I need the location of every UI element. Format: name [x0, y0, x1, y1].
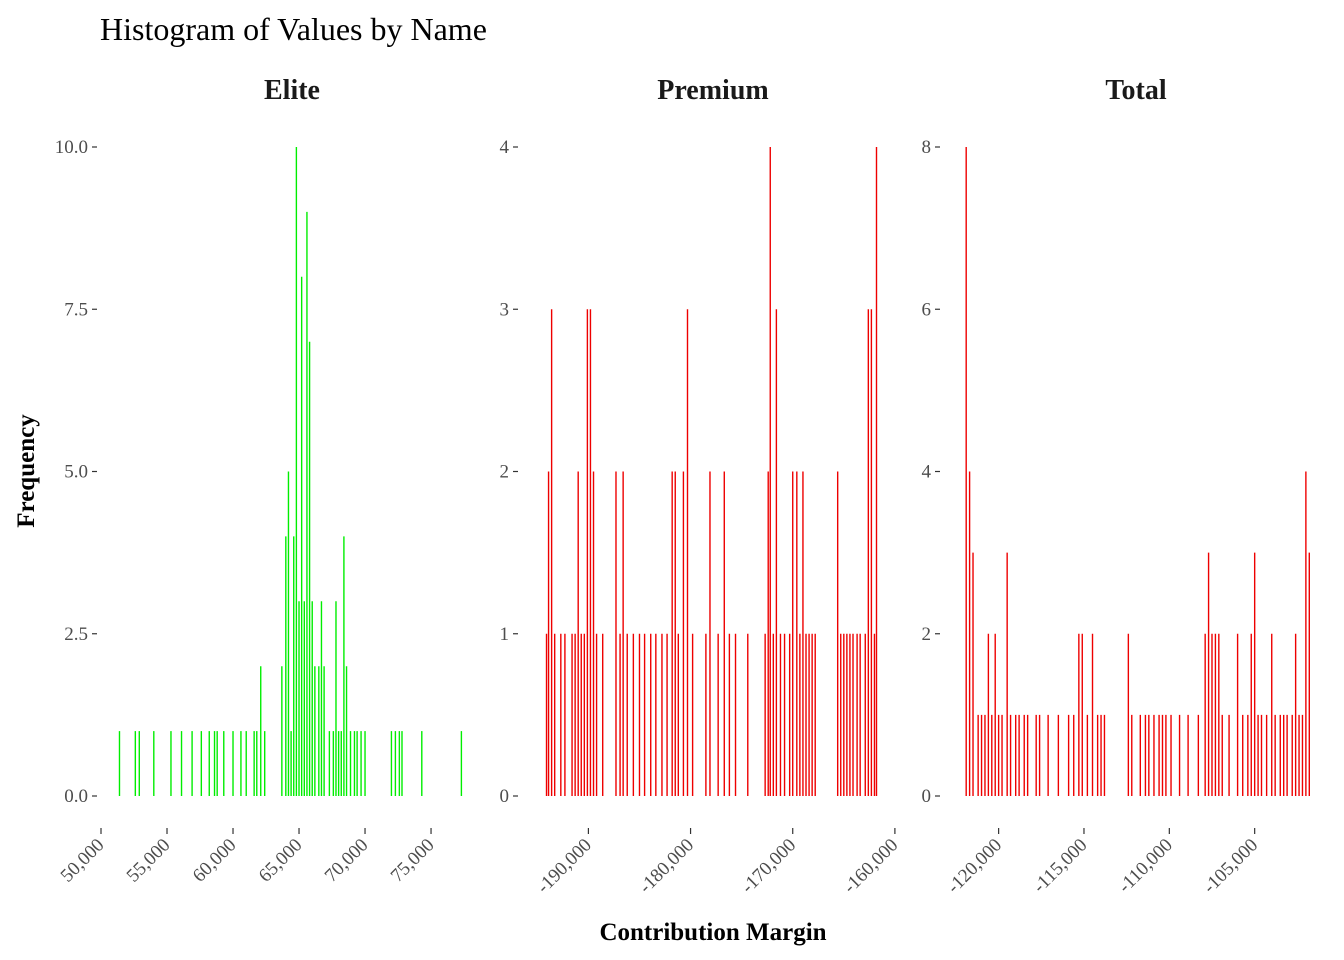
y-tick-label-total: 0 [922, 786, 932, 807]
y-axis-premium: 0 1 2 3 4 [500, 137, 518, 807]
panel-title-elite: Elite [264, 75, 320, 106]
y-tick-label-total: 8 [922, 137, 932, 158]
y-tick-label-premium: 0 [500, 786, 510, 807]
y-axis-total: 0 2 4 6 8 [922, 137, 940, 807]
x-tick-label-elite: 70,000 [321, 835, 373, 887]
y-axis-elite: 0.0 2.5 5.0 7.5 10.0 [55, 137, 97, 807]
x-axis-premium: -190,000 -180,000 -170,000 -160,000 [533, 828, 902, 898]
bars-elite [118, 147, 463, 796]
y-axis-title: Frequency [13, 414, 40, 528]
x-tick-label-elite: 55,000 [123, 835, 175, 887]
y-tick-label-elite: 2.5 [64, 624, 88, 645]
x-tick-label-premium: -180,000 [635, 835, 698, 898]
y-tick-label-elite: 10.0 [55, 137, 88, 158]
x-tick-label-total: -120,000 [943, 835, 1006, 898]
chart-title: Histogram of Values by Name [100, 11, 487, 47]
x-tick-label-total: -105,000 [1199, 835, 1262, 898]
y-tick-label-total: 2 [922, 624, 932, 645]
y-tick-label-total: 4 [922, 462, 932, 483]
bars-total [965, 147, 1310, 796]
y-tick-label-premium: 3 [500, 299, 510, 320]
x-tick-label-premium: -190,000 [533, 835, 596, 898]
y-tick-label-premium: 1 [500, 624, 510, 645]
bars-premium [545, 147, 878, 796]
x-tick-label-elite: 60,000 [189, 835, 241, 887]
x-tick-label-premium: -160,000 [839, 835, 902, 898]
y-tick-label-premium: 4 [500, 137, 510, 158]
x-axis-title: Contribution Margin [599, 919, 826, 946]
panel-title-premium: Premium [657, 75, 768, 106]
x-tick-label-total: -115,000 [1029, 835, 1091, 897]
x-tick-label-elite: 65,000 [255, 835, 307, 887]
y-tick-label-total: 6 [922, 299, 932, 320]
x-tick-label-premium: -170,000 [737, 835, 800, 898]
y-tick-label-premium: 2 [500, 462, 510, 483]
y-tick-label-elite: 7.5 [64, 299, 88, 320]
x-axis-elite: 50,000 55,000 60,000 65,000 70,000 75,000 [57, 828, 439, 886]
y-tick-label-elite: 0.0 [64, 786, 88, 807]
x-tick-label-elite: 75,000 [387, 835, 439, 887]
y-tick-label-elite: 5.0 [64, 462, 88, 483]
panel-elite: Elite 0.0 2.5 5.0 7.5 10.0 50,000 55,000 60,00… [55, 75, 463, 886]
panel-total: Total 0 2 4 6 8 -120,000 -115,000 -110,000 -105… [922, 75, 1310, 898]
x-tick-label-elite: 50,000 [57, 835, 109, 887]
x-tick-label-total: -110,000 [1114, 835, 1176, 897]
panel-title-total: Total [1105, 75, 1166, 106]
x-axis-total: -120,000 -115,000 -110,000 -105,000 [943, 828, 1262, 898]
